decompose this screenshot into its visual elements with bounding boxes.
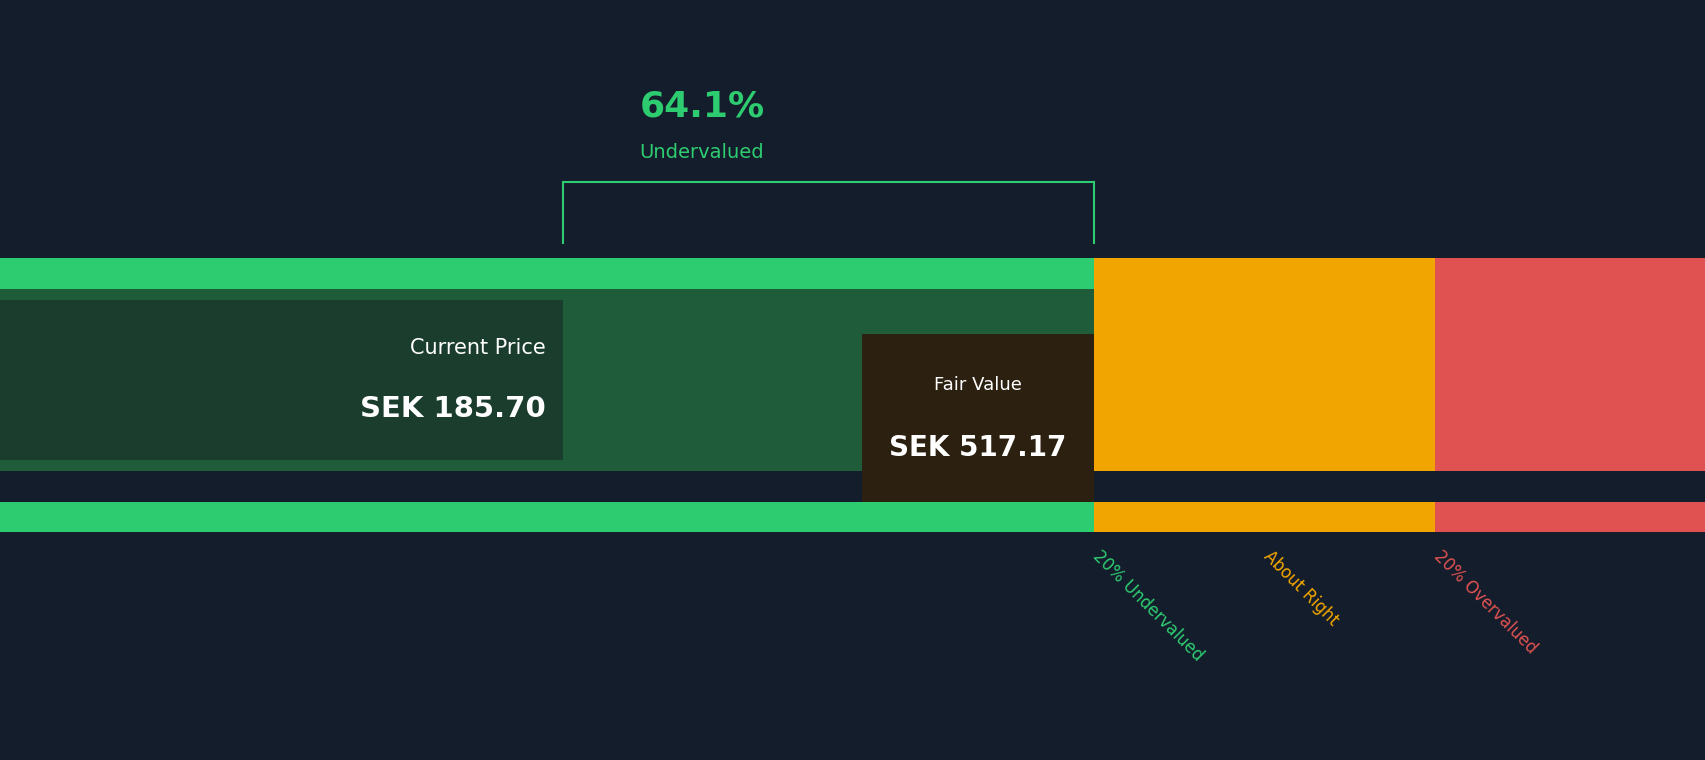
Bar [1434, 289, 1705, 471]
Bar [1093, 258, 1434, 289]
Text: 20% Undervalued: 20% Undervalued [1089, 547, 1205, 665]
Bar [0, 289, 1093, 471]
Bar [1093, 289, 1434, 471]
Text: SEK 517.17: SEK 517.17 [888, 434, 1066, 462]
Bar [861, 334, 1093, 502]
Bar [1093, 502, 1434, 532]
Text: About Right: About Right [1260, 547, 1342, 629]
Bar [0, 258, 1093, 289]
Bar [1434, 502, 1705, 532]
Text: Fair Value: Fair Value [933, 375, 1021, 394]
Bar [1434, 258, 1705, 289]
Text: 20% Overvalued: 20% Overvalued [1430, 547, 1540, 657]
Text: Undervalued: Undervalued [639, 143, 764, 162]
Text: 64.1%: 64.1% [639, 90, 764, 123]
Text: Current Price: Current Price [409, 338, 546, 358]
Bar [0, 502, 1093, 532]
Bar [0, 300, 563, 460]
Text: SEK 185.70: SEK 185.70 [360, 394, 546, 423]
